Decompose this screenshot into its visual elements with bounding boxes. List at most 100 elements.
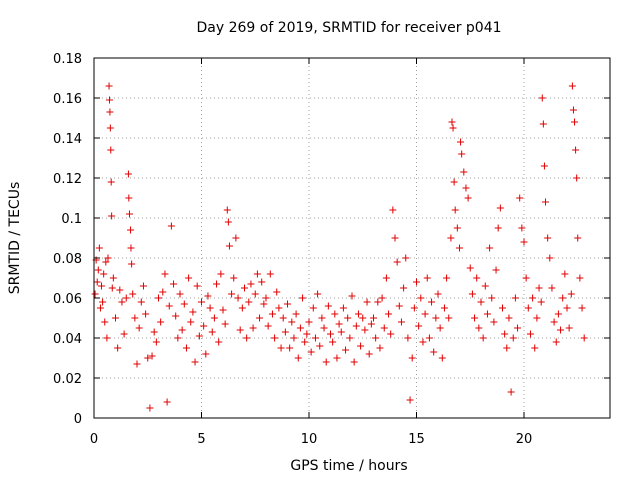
data-point <box>456 244 463 252</box>
data-point <box>524 304 532 312</box>
x-axis-ticks: 0 5 10 15 20 <box>90 58 532 447</box>
data-point <box>128 260 136 268</box>
data-point <box>578 304 586 312</box>
data-point <box>275 304 283 312</box>
data-point <box>529 294 537 302</box>
data-point <box>309 304 317 312</box>
data-point <box>365 350 373 358</box>
data-point <box>324 302 332 310</box>
data-point <box>108 212 116 220</box>
data-point <box>406 396 414 404</box>
data-point <box>509 334 517 342</box>
data-point <box>408 354 416 362</box>
data-point <box>180 300 188 308</box>
data-point <box>125 210 133 218</box>
y-tick-label: 0.18 <box>53 52 82 67</box>
data-point <box>372 334 380 342</box>
data-point <box>572 146 580 154</box>
data-point <box>346 334 354 342</box>
data-point <box>574 234 582 242</box>
data-point <box>256 314 264 322</box>
data-point <box>104 254 112 262</box>
data-point <box>288 318 296 326</box>
data-point <box>561 270 569 278</box>
y-tick-label: 0.16 <box>53 92 82 107</box>
data-point <box>499 304 506 312</box>
data-point <box>423 274 431 282</box>
data-point <box>182 344 190 352</box>
chart-title: Day 269 of 2019, SRMTID for receiver p04… <box>196 20 501 36</box>
data-point <box>535 284 543 292</box>
data-point <box>98 282 106 290</box>
data-point <box>573 174 581 182</box>
data-point <box>281 328 289 336</box>
y-tick-label: 0.06 <box>53 292 82 307</box>
data-point <box>404 334 412 342</box>
data-point <box>389 206 397 214</box>
x-tick-label: 20 <box>516 432 533 447</box>
data-point <box>93 278 101 286</box>
data-point <box>542 198 549 206</box>
data-point <box>380 324 388 332</box>
data-point <box>475 324 483 332</box>
data-point <box>576 274 584 282</box>
data-point <box>367 320 375 328</box>
x-tick-label: 5 <box>197 432 205 447</box>
y-axis-label: SRMTID / TECUs <box>7 182 23 295</box>
data-points <box>91 82 588 412</box>
data-point <box>290 334 298 342</box>
x-tick-label: 10 <box>301 432 318 447</box>
data-point <box>539 120 547 128</box>
data-point <box>533 314 541 322</box>
data-point <box>378 294 386 302</box>
data-point <box>552 338 560 346</box>
data-point <box>294 354 302 362</box>
data-point <box>352 322 360 330</box>
data-point <box>488 294 496 302</box>
data-point <box>208 328 216 336</box>
data-point <box>395 302 403 310</box>
data-point <box>284 300 291 308</box>
data-point <box>540 162 548 170</box>
data-point <box>144 354 152 362</box>
data-point <box>266 270 274 278</box>
data-point <box>494 224 502 232</box>
data-point <box>462 184 470 192</box>
data-point <box>296 324 304 332</box>
data-point <box>477 298 485 306</box>
data-point <box>161 270 169 278</box>
data-point <box>260 300 268 308</box>
data-point <box>445 314 453 322</box>
data-point <box>410 304 418 312</box>
data-point <box>320 324 328 332</box>
data-point <box>520 238 528 246</box>
data-point <box>273 288 281 296</box>
x-axis-label: GPS time / hours <box>290 458 407 474</box>
data-point <box>206 304 214 312</box>
data-point <box>124 170 132 178</box>
data-point <box>531 344 539 352</box>
data-point <box>91 290 99 298</box>
data-point <box>163 398 171 406</box>
data-point <box>425 334 433 342</box>
data-point <box>468 290 476 298</box>
data-point <box>198 298 205 306</box>
data-point <box>116 286 124 294</box>
data-point <box>187 318 195 326</box>
data-point <box>432 314 440 322</box>
data-point <box>127 244 135 252</box>
data-point <box>174 334 182 342</box>
data-point <box>415 322 423 330</box>
data-point <box>350 358 358 366</box>
data-point <box>157 318 165 326</box>
data-point <box>219 306 227 314</box>
data-point <box>228 290 236 298</box>
data-point <box>292 310 300 318</box>
data-point <box>348 292 356 300</box>
data-point <box>548 284 556 292</box>
data-point <box>133 360 141 368</box>
grid-lines <box>94 58 610 418</box>
data-point <box>419 338 427 346</box>
data-point <box>554 310 562 318</box>
data-point <box>393 258 401 266</box>
